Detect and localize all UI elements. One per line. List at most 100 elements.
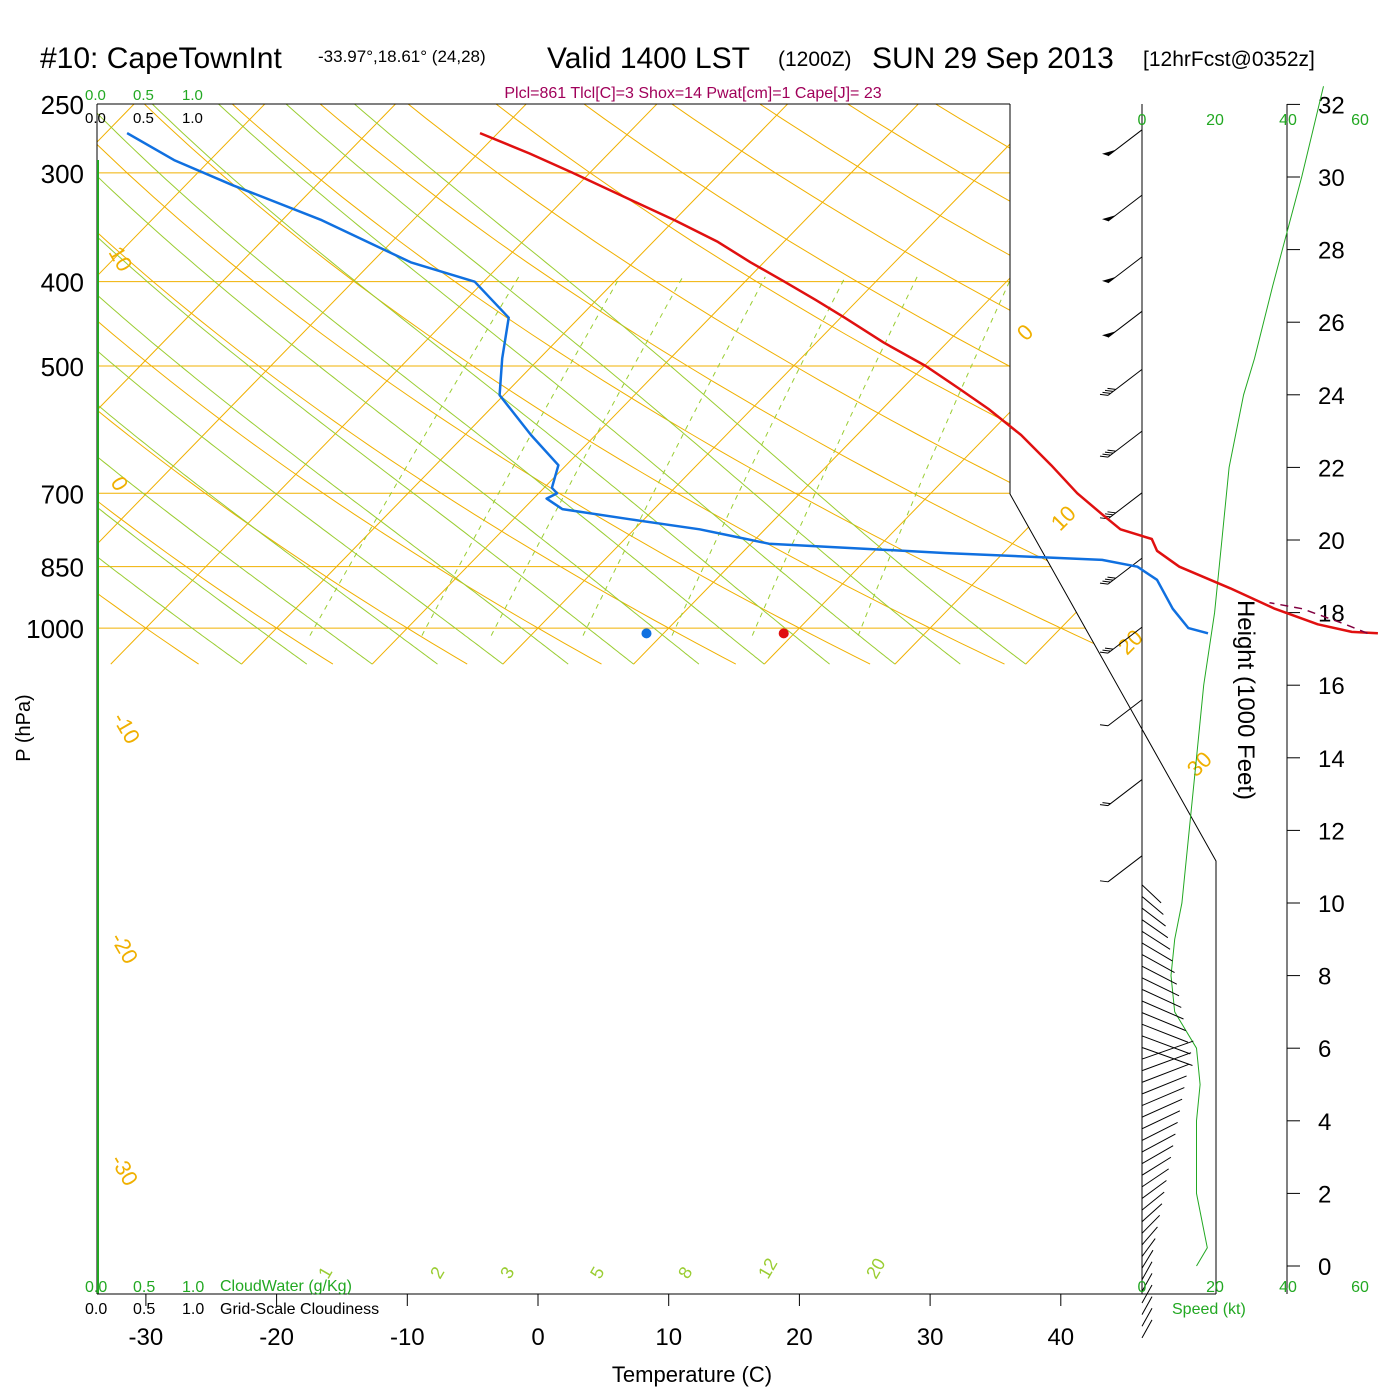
cw-top-tick-0: 0.0 bbox=[85, 87, 106, 104]
speed-bot-tick-3: 60 bbox=[1351, 1279, 1369, 1296]
low-level-barb bbox=[1141, 1110, 1181, 1130]
low-level-barb bbox=[1141, 1284, 1153, 1304]
cloudwater-scale-top: 0.0 0.5 1.0 0.0 0.5 1.0 bbox=[85, 87, 203, 127]
height-tick-10: 10 bbox=[1318, 891, 1345, 918]
title-forecast: [12hrFcst@0352z] bbox=[1143, 48, 1315, 71]
wind-barb-2 bbox=[1102, 256, 1143, 284]
moist-adiabat-0 bbox=[97, 104, 504, 665]
mixing-ratio-8 bbox=[671, 276, 846, 636]
mixing-ratio-5 bbox=[582, 276, 766, 636]
low-level-barb bbox=[1141, 1063, 1189, 1083]
wind-barb-3 bbox=[1102, 310, 1143, 338]
moist-adiabat-40 bbox=[336, 104, 1026, 665]
wind-barb-9 bbox=[1099, 699, 1143, 727]
low-level-barb bbox=[1141, 1319, 1153, 1339]
low-level-barb bbox=[1141, 1273, 1153, 1292]
dry-adiabat-60 bbox=[388, 104, 1216, 665]
isotherm-label-7: 20 bbox=[1113, 625, 1148, 660]
height-tick-8: 8 bbox=[1318, 964, 1331, 991]
parcel-line bbox=[1269, 601, 1368, 634]
speed-top-tick-1: 20 bbox=[1206, 112, 1224, 129]
moist-adiabat--20 bbox=[97, 159, 242, 665]
isotherm--60 bbox=[97, 104, 281, 665]
low-level-barb bbox=[1141, 1098, 1183, 1118]
height-tick-32: 32 bbox=[1318, 92, 1345, 119]
low-level-barb bbox=[1141, 1296, 1153, 1315]
cw-top-tick-2: 1.0 bbox=[182, 87, 203, 104]
low-level-barb bbox=[1141, 1203, 1163, 1223]
cloudwater-scale-bottom: 0.0 0.5 1.0 CloudWater (g/Kg) 0.0 0.5 1.… bbox=[85, 1278, 379, 1318]
right-boundary bbox=[1009, 104, 1217, 1294]
height-tick-0: 0 bbox=[1318, 1254, 1331, 1281]
mixing-ratio-20 bbox=[857, 276, 1013, 636]
surface_dewpoint-marker bbox=[641, 628, 652, 639]
isotherm-label-3: -20 bbox=[106, 928, 144, 968]
isotherm--30 bbox=[110, 104, 673, 665]
low-level-barb bbox=[1141, 896, 1164, 915]
low-level-barb bbox=[1141, 1191, 1165, 1211]
height-tick-6: 6 bbox=[1318, 1036, 1331, 1063]
mixing-ratio-12 bbox=[751, 276, 918, 636]
wind-layer bbox=[1099, 86, 1324, 1339]
low-level-barb bbox=[1141, 988, 1182, 1008]
cloudiness-label: Grid-Scale Cloudiness bbox=[220, 1301, 379, 1318]
x-tick-4: 10 bbox=[655, 1324, 682, 1351]
low-level-barb bbox=[1141, 1214, 1161, 1234]
wind-barb-7 bbox=[1099, 557, 1143, 585]
cw-bot-tick-0: 0.0 bbox=[85, 1279, 107, 1296]
wind-barb-1 bbox=[1102, 194, 1143, 222]
height-tick-24: 24 bbox=[1318, 383, 1345, 410]
x-axis-title: Temperature (C) bbox=[612, 1362, 772, 1387]
height-tick-2: 2 bbox=[1318, 1181, 1331, 1208]
low-level-barb bbox=[1141, 884, 1162, 904]
moist-adiabat-20 bbox=[97, 104, 765, 665]
dry-adiabat-30 bbox=[127, 104, 1005, 665]
mixing-ratio-label-12: 12 bbox=[754, 1255, 781, 1282]
low-level-barb bbox=[1141, 954, 1175, 973]
wind-speed-profile bbox=[1170, 86, 1324, 1267]
low-level-barb bbox=[1141, 919, 1169, 939]
dry-adiabat-40 bbox=[214, 104, 1140, 665]
wind-barb-11 bbox=[1099, 855, 1143, 883]
isotherm--10 bbox=[371, 104, 934, 665]
speed-axis-title: Speed (kt) bbox=[1172, 1301, 1246, 1318]
low-level-barb bbox=[1141, 1012, 1186, 1032]
dry-adiabat--20 bbox=[97, 104, 334, 665]
speed-bot-tick-1: 20 bbox=[1206, 1279, 1224, 1296]
isotherm-label-4: -30 bbox=[106, 1150, 144, 1190]
moist-adiabat-15 bbox=[97, 104, 700, 665]
x-tick-7: 40 bbox=[1047, 1324, 1074, 1351]
wind-barb-8 bbox=[1099, 626, 1143, 654]
mixing-ratio-label-3: 3 bbox=[496, 1263, 518, 1282]
pressure-tick-400: 400 bbox=[41, 268, 84, 298]
dry-adiabat-100 bbox=[736, 104, 1216, 665]
low-level-barb bbox=[1141, 1133, 1176, 1153]
y-axis-title: P (hPa) bbox=[13, 694, 35, 761]
cl-top-tick-2: 1.0 bbox=[182, 110, 203, 127]
pressure-tick-500: 500 bbox=[41, 352, 84, 382]
low-level-barb bbox=[1141, 907, 1166, 927]
cw-bot-tick-1: 0.5 bbox=[133, 1279, 155, 1296]
surface_temperature-marker bbox=[778, 628, 789, 639]
x-tick-2: -10 bbox=[390, 1324, 425, 1351]
dry-adiabat-90 bbox=[649, 104, 1216, 665]
mixing-ratio-label-5: 5 bbox=[586, 1263, 608, 1282]
pressure-tick-1000: 1000 bbox=[26, 614, 84, 644]
low-level-barb bbox=[1141, 1145, 1174, 1165]
pressure-tick-700: 700 bbox=[41, 479, 84, 509]
low-level-barb bbox=[1141, 1168, 1169, 1188]
stability-indices: Plcl=861 Tlcl[C]=3 Shox=14 Pwat[cm]=1 Ca… bbox=[504, 85, 881, 102]
wind-barb-6 bbox=[1099, 492, 1143, 520]
mixing-ratio-2 bbox=[421, 276, 621, 636]
isotherm-0 bbox=[502, 104, 1065, 665]
low-level-barb bbox=[1141, 1000, 1184, 1020]
low-level-barb bbox=[1141, 1040, 1194, 1060]
cl-bot-tick-1: 0.5 bbox=[133, 1301, 155, 1318]
isotherm-50 bbox=[1156, 104, 1216, 665]
isotherm--50 bbox=[97, 104, 411, 665]
dry-adiabat-50 bbox=[301, 104, 1216, 665]
low-level-barb bbox=[1141, 1035, 1191, 1055]
cl-top-tick-0: 0.0 bbox=[85, 110, 106, 127]
wind-barb-10 bbox=[1099, 779, 1143, 807]
mixing-ratio-1 bbox=[309, 276, 520, 636]
